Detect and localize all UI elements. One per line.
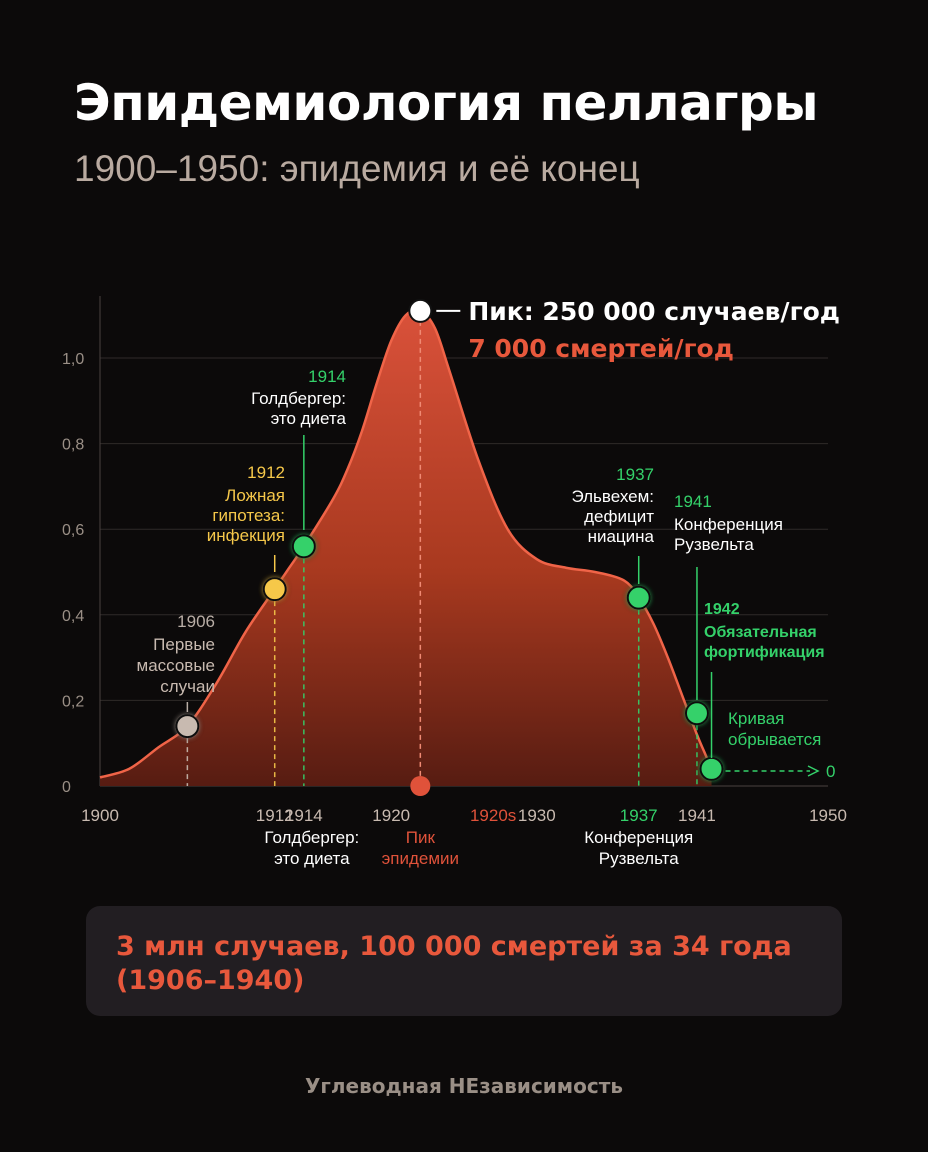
- epidemic-area: [100, 309, 712, 786]
- event-label-1912: инфекция: [207, 526, 285, 545]
- x-tick-label: 1914: [285, 806, 323, 825]
- x-tick-label: 1920: [372, 806, 410, 825]
- x-tick-label: 1950: [809, 806, 847, 825]
- event-marker-1914: [291, 534, 316, 559]
- y-tick-label: 0,4: [62, 608, 84, 625]
- event-year-1941: 1941: [674, 492, 712, 511]
- page-title: Эпидемиология пеллагры: [74, 74, 819, 132]
- curve-breaks-label: Кривая: [728, 709, 784, 728]
- y-tick-label: 0,8: [62, 437, 84, 454]
- event-year-1914: 1914: [308, 367, 346, 386]
- summary-box: 3 млн случаев, 100 000 смертей за 34 год…: [86, 906, 842, 1016]
- y-tick-label: 0,2: [62, 693, 84, 710]
- event-label-1912: Ложная: [225, 486, 285, 505]
- event-marker-1912: [262, 577, 287, 602]
- event-label-1906: случаи: [160, 677, 215, 696]
- y-tick-label: 1,0: [62, 351, 84, 368]
- event-year-1937: 1937: [616, 465, 654, 484]
- y-tick-label: 0: [62, 779, 71, 796]
- curve-breaks-arrowhead: [807, 765, 820, 777]
- bottom-label: Рузвельта: [599, 849, 679, 868]
- curve-breaks-label: обрывается: [728, 730, 821, 749]
- event-label-1942: Обязательная: [704, 624, 817, 641]
- x-tick-label: 1941: [678, 806, 716, 825]
- peak-deaths-label: 7 000 смертей/год: [468, 334, 734, 363]
- event-label-1941: Конференция: [674, 515, 783, 534]
- x-tick-label: 1912: [256, 806, 294, 825]
- event-label-1906: массовые: [137, 656, 216, 675]
- event-marker-1906: [175, 714, 200, 739]
- event-label-1937: ниацина: [588, 527, 655, 546]
- y-tick-label: 0,6: [62, 522, 84, 539]
- bottom-label: Пик: [406, 828, 436, 847]
- event-marker-1937: [626, 585, 651, 610]
- event-label-1914: это диета: [271, 409, 347, 428]
- event-label-1937: дефицит: [584, 507, 654, 526]
- event-label-1906: Первые: [153, 635, 215, 654]
- curve-breaks-end-label: 0: [826, 762, 835, 781]
- event-label-1942: фортификация: [704, 644, 825, 661]
- event-label-1941: Рузвельта: [674, 535, 754, 554]
- peak-marker: [408, 298, 433, 323]
- event-label-1912: гипотеза:: [212, 506, 285, 525]
- event-marker-1942: [699, 756, 724, 781]
- bottom-label: Конференция: [584, 828, 693, 847]
- peak-label: Пик: 250 000 случаев/год: [468, 297, 840, 326]
- x-tick-label: 1920s: [470, 806, 516, 825]
- event-marker-1941: [684, 701, 709, 726]
- bottom-label: это диета: [274, 849, 350, 868]
- bottom-label: эпидемии: [382, 849, 459, 868]
- x-tick-label: 1930: [518, 806, 556, 825]
- bottom-label: Голдбергер:: [264, 828, 359, 847]
- event-label-1914: Голдбергер:: [251, 389, 346, 408]
- x-tick-label: 1900: [81, 806, 119, 825]
- peak-axis-marker: [410, 776, 431, 796]
- footer-brand: Углеводная НЕзависимость: [305, 1074, 623, 1098]
- event-year-1942: 1942: [704, 601, 740, 618]
- event-year-1912: 1912: [247, 463, 285, 482]
- x-tick-label: 1937: [620, 806, 658, 825]
- event-label-1937: Эльвехем:: [571, 487, 654, 506]
- summary-text: 3 млн случаев, 100 000 смертей за 34 год…: [116, 931, 792, 996]
- page-subtitle: 1900–1950: эпидемия и её конец: [74, 148, 640, 189]
- event-year-1906: 1906: [177, 612, 215, 631]
